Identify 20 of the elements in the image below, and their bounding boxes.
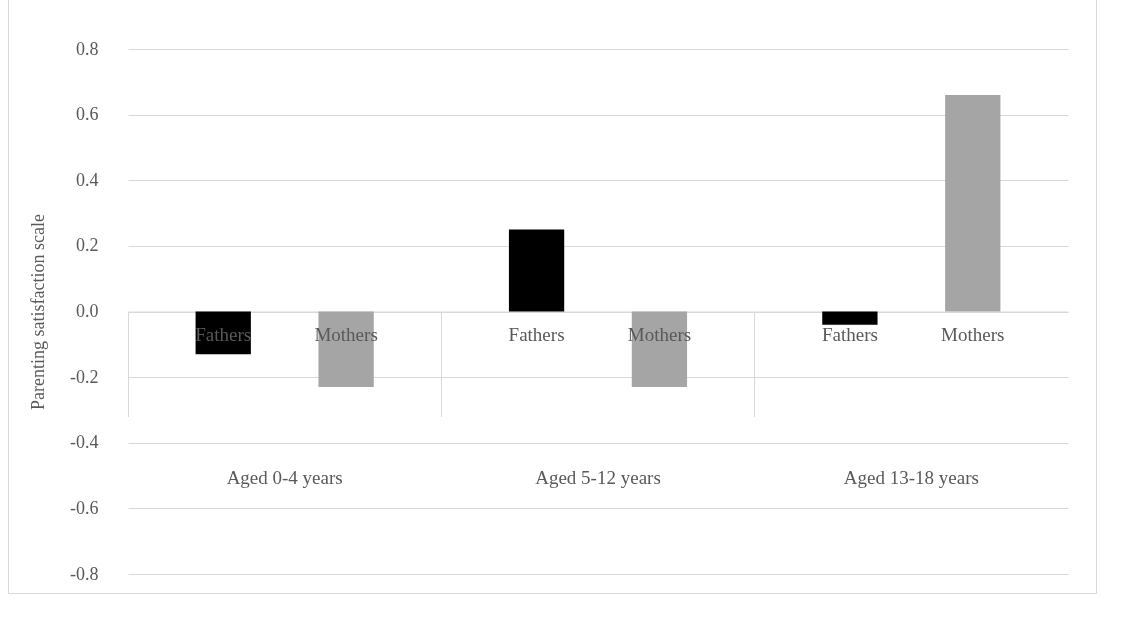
y-tick-label: 0.6 (76, 104, 99, 125)
y-tick-label: -0.4 (70, 432, 99, 453)
y-tick-label: -0.6 (70, 497, 99, 518)
y-tick-label: -0.8 (70, 563, 99, 584)
text: Mothers (941, 323, 1005, 345)
text: Fathers (821, 323, 878, 345)
y-axis-title: Parenting satisfaction scale (28, 214, 49, 410)
bar (508, 229, 565, 312)
y-tick-label: 0.8 (76, 38, 99, 59)
y-tick-label: 0.0 (76, 301, 99, 321)
x-tick-label: Aged 0-4 years (226, 467, 343, 488)
bar (945, 94, 1001, 312)
y-tick-label: 0.2 (76, 235, 99, 256)
x-tick-label: Aged 5-12 years (535, 467, 661, 488)
bar (822, 311, 878, 325)
y-tick-label: 0.4 (76, 169, 99, 190)
series-label: Fathers (195, 323, 252, 345)
x-tick-label: Aged 13-18 years (843, 467, 979, 488)
y-tick-label: -0.2 (70, 366, 99, 387)
text: Fathers (508, 323, 565, 345)
